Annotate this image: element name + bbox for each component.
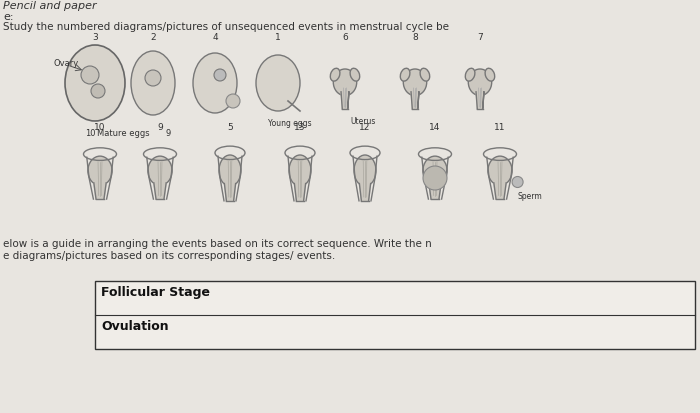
Ellipse shape — [214, 70, 226, 82]
Ellipse shape — [420, 69, 430, 82]
Text: Mature eggs: Mature eggs — [97, 129, 150, 138]
Ellipse shape — [488, 157, 512, 186]
Ellipse shape — [350, 69, 360, 82]
Text: 13: 13 — [294, 123, 306, 132]
Polygon shape — [411, 93, 419, 109]
Ellipse shape — [91, 85, 105, 99]
Text: Sperm: Sperm — [518, 192, 542, 201]
Ellipse shape — [403, 70, 427, 96]
Ellipse shape — [88, 157, 112, 186]
Polygon shape — [494, 183, 506, 199]
Text: Young eggs: Young eggs — [268, 119, 312, 128]
Text: Uterus: Uterus — [350, 117, 375, 126]
Ellipse shape — [219, 156, 241, 187]
Ellipse shape — [423, 166, 447, 190]
Text: 8: 8 — [412, 33, 418, 42]
Ellipse shape — [226, 95, 240, 109]
Text: 2: 2 — [150, 33, 156, 42]
Ellipse shape — [423, 157, 447, 186]
Text: 6: 6 — [342, 33, 348, 42]
Text: Follicular Stage: Follicular Stage — [101, 285, 210, 298]
Text: Study the numbered diagrams/pictures of unsequenced events in menstrual cycle be: Study the numbered diagrams/pictures of … — [3, 22, 449, 32]
Ellipse shape — [466, 69, 475, 82]
Polygon shape — [295, 184, 306, 202]
Ellipse shape — [145, 71, 161, 87]
Ellipse shape — [354, 156, 376, 187]
Text: 10: 10 — [94, 123, 106, 132]
Text: Pencil and paper: Pencil and paper — [3, 1, 97, 11]
Ellipse shape — [131, 52, 175, 116]
Text: Ovary: Ovary — [53, 59, 78, 68]
Text: e:: e: — [3, 12, 13, 22]
Text: 14: 14 — [429, 123, 441, 132]
Polygon shape — [94, 183, 106, 199]
Ellipse shape — [289, 156, 311, 187]
Ellipse shape — [485, 69, 495, 82]
Bar — [95, 281, 695, 349]
Text: Ovulation: Ovulation — [101, 319, 169, 332]
Polygon shape — [476, 93, 484, 109]
Ellipse shape — [148, 157, 172, 186]
Text: 3: 3 — [92, 33, 98, 42]
Text: 10: 10 — [85, 129, 95, 138]
Ellipse shape — [256, 56, 300, 112]
Text: 9: 9 — [157, 123, 163, 132]
Text: 4: 4 — [212, 33, 218, 42]
Ellipse shape — [81, 67, 99, 85]
Text: 11: 11 — [494, 123, 505, 132]
Polygon shape — [429, 183, 441, 199]
Ellipse shape — [400, 69, 410, 82]
Polygon shape — [341, 93, 349, 109]
Text: 12: 12 — [359, 123, 371, 132]
Text: e diagrams/pictures based on its corresponding stages/ events.: e diagrams/pictures based on its corresp… — [3, 250, 335, 260]
Polygon shape — [154, 183, 166, 199]
Text: elow is a guide in arranging the events based on its correct sequence. Write the: elow is a guide in arranging the events … — [3, 238, 432, 248]
Text: 1: 1 — [275, 33, 281, 42]
Ellipse shape — [468, 70, 491, 96]
Text: 5: 5 — [227, 123, 233, 132]
Ellipse shape — [512, 177, 523, 188]
Ellipse shape — [193, 54, 237, 114]
Polygon shape — [359, 184, 370, 202]
Ellipse shape — [330, 69, 340, 82]
Polygon shape — [225, 184, 236, 202]
Ellipse shape — [333, 70, 357, 96]
Text: 9: 9 — [165, 129, 170, 138]
Text: 7: 7 — [477, 33, 483, 42]
Ellipse shape — [65, 46, 125, 122]
